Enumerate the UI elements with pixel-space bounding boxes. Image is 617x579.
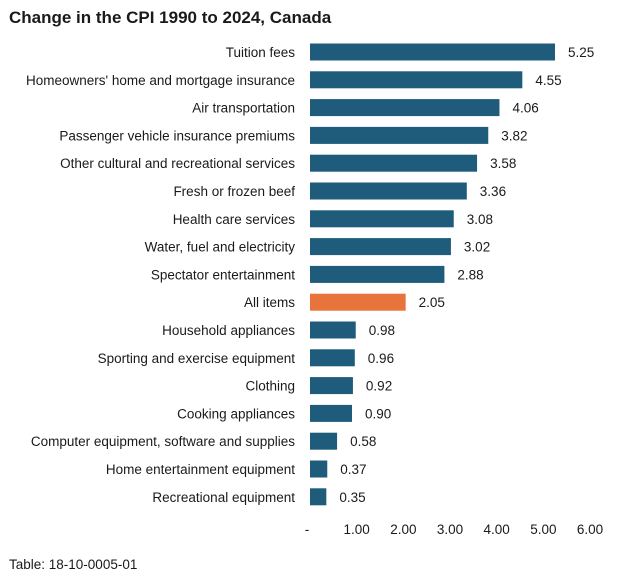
category-label: Fresh or frozen beef xyxy=(173,184,295,199)
x-tick-label: 5.00 xyxy=(530,522,556,537)
value-label: 0.58 xyxy=(350,434,376,449)
category-label: Home entertainment equipment xyxy=(106,462,295,477)
value-label: 0.90 xyxy=(365,406,391,421)
value-label: 3.02 xyxy=(464,240,490,255)
category-label: All items xyxy=(244,295,295,310)
bar xyxy=(310,238,451,256)
category-label: Water, fuel and electricity xyxy=(145,240,296,255)
value-label: 4.06 xyxy=(512,101,538,116)
value-label: 3.58 xyxy=(490,156,516,171)
bar xyxy=(310,182,467,200)
bar xyxy=(310,210,454,228)
bar xyxy=(310,43,555,61)
value-label: 0.98 xyxy=(369,323,395,338)
bar xyxy=(310,154,478,172)
bar xyxy=(310,404,352,422)
chart-title: Change in the CPI 1990 to 2024, Canada xyxy=(9,8,332,27)
value-labels: 5.25 4.55 4.06 3.82 3.58 3.36 3.08 3.02 2.88 2.05… xyxy=(339,45,594,505)
category-label: Spectator entertainment xyxy=(151,267,295,282)
value-label: 0.35 xyxy=(339,490,365,505)
value-label: 0.37 xyxy=(340,462,366,477)
bar xyxy=(310,349,355,367)
value-label: 2.88 xyxy=(457,267,483,282)
category-label: Recreational equipment xyxy=(152,490,295,505)
x-tick-label: 4.00 xyxy=(484,522,510,537)
bar xyxy=(310,432,338,450)
value-label: 4.55 xyxy=(535,73,561,88)
bar xyxy=(310,321,356,339)
bar xyxy=(310,265,445,283)
category-label: Homeowners' home and mortgage insurance xyxy=(26,73,295,88)
value-label: 2.05 xyxy=(419,295,445,310)
category-label: Sporting and exercise equipment xyxy=(98,351,296,366)
x-axis-tick-labels: - 1.00 2.00 3.00 4.00 5.00 6.00 xyxy=(305,522,603,537)
value-label: 3.82 xyxy=(501,128,527,143)
x-tick-label: 6.00 xyxy=(577,522,603,537)
x-tick-label: 3.00 xyxy=(437,522,463,537)
category-label: Household appliances xyxy=(162,323,295,338)
bar xyxy=(310,488,327,506)
category-labels: Tuition fees Homeowners' home and mortgag… xyxy=(26,45,295,505)
bar xyxy=(310,71,523,89)
x-tick-label: 2.00 xyxy=(390,522,416,537)
source-note: Table: 18-10-0005-01 xyxy=(9,557,138,572)
category-label: Cooking appliances xyxy=(177,406,295,421)
bars xyxy=(310,43,555,506)
bar xyxy=(310,99,500,117)
bar xyxy=(310,377,353,395)
bar-highlight xyxy=(310,293,406,311)
bar xyxy=(310,460,328,478)
value-label: 5.25 xyxy=(568,45,594,60)
value-label: 3.36 xyxy=(480,184,506,199)
category-label: Clothing xyxy=(245,379,295,394)
category-label: Other cultural and recreational services xyxy=(60,156,295,171)
category-label: Air transportation xyxy=(192,101,295,116)
category-label: Tuition fees xyxy=(226,45,296,60)
category-label: Passenger vehicle insurance premiums xyxy=(59,128,295,143)
value-label: 0.96 xyxy=(368,351,394,366)
value-label: 3.08 xyxy=(467,212,493,227)
x-tick-label: 1.00 xyxy=(344,522,370,537)
category-label: Health care services xyxy=(173,212,296,227)
value-label: 0.92 xyxy=(366,379,392,394)
bar xyxy=(310,126,489,144)
x-tick-label: - xyxy=(305,522,310,537)
category-label: Computer equipment, software and supplie… xyxy=(31,434,295,449)
